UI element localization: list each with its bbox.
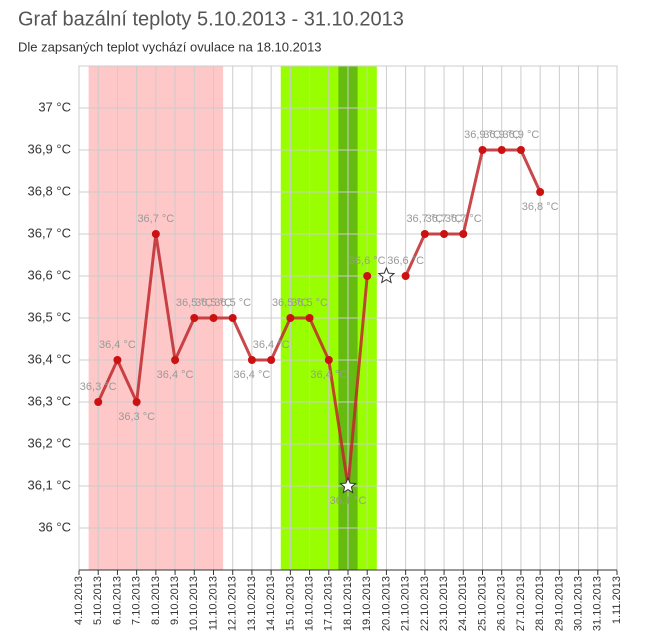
x-tick-label: 9.10.2013: [169, 576, 181, 625]
chart-title: Graf bazální teploty 5.10.2013 - 31.10.2…: [18, 8, 404, 30]
x-tick-label: 18.10.2013: [342, 576, 354, 631]
data-label: 36,1 °C: [330, 495, 367, 507]
chart-subtitle: Dle zapsaných teplot vychází ovulace na …: [18, 39, 322, 54]
x-tick-label: 28.10.2013: [534, 576, 546, 631]
x-tick-label: 21.10.2013: [400, 576, 412, 631]
data-point: [305, 314, 314, 322]
y-tick-label: 36,7 °C: [27, 225, 71, 240]
ovulation-star: [339, 476, 357, 494]
x-tick-label: 7.10.2013: [131, 576, 143, 625]
data-label: 36,5 °C: [272, 297, 309, 309]
x-tick-label: 8.10.2013: [150, 576, 162, 625]
data-label: 36,3 °C: [118, 411, 155, 423]
x-tick-label: 12.10.2013: [227, 576, 239, 631]
y-tick-label: 36,2 °C: [27, 435, 71, 450]
data-point: [113, 356, 122, 364]
data-label: 36,4 °C: [99, 339, 136, 351]
y-tick-label: 36 °C: [38, 519, 71, 534]
y-tick-label: 37 °C: [38, 99, 71, 114]
x-tick-label: 5.10.2013: [92, 576, 104, 625]
x-tick-label: 17.10.2013: [323, 576, 335, 631]
y-tick-label: 36,8 °C: [27, 183, 71, 198]
data-point: [209, 314, 218, 322]
x-tick-label: 29.10.2013: [553, 576, 565, 631]
data-label: 36,5 °C: [291, 297, 328, 309]
x-tick-label: 10.10.2013: [188, 576, 200, 631]
x-tick-label: 11.10.2013: [207, 576, 219, 630]
data-point: [267, 356, 276, 364]
data-label: 36,4 °C: [234, 369, 271, 381]
data-label: 36,7 °C: [406, 213, 443, 225]
x-tick-label: 14.10.2013: [265, 576, 277, 631]
data-point: [132, 398, 141, 406]
data-point: [478, 146, 487, 154]
data-label: 36,7 °C: [426, 213, 463, 225]
data-point: [94, 398, 103, 406]
data-point: [363, 272, 372, 280]
data-point: [247, 356, 256, 364]
x-tick-label: 24.10.2013: [457, 576, 469, 631]
data-point: [190, 314, 199, 322]
data-label: 36,4 °C: [253, 339, 290, 351]
x-tick-label: 30.10.2013: [572, 576, 584, 631]
data-point: [324, 356, 333, 364]
data-label: 36,5 °C: [195, 297, 232, 309]
data-label: 36,3 °C: [80, 381, 117, 393]
data-label: 36,8 °C: [522, 201, 559, 213]
data-point: [171, 356, 180, 364]
data-label: 36,5 °C: [214, 297, 251, 309]
x-tick-label: 20.10.2013: [380, 576, 392, 631]
x-tick-label: 13.10.2013: [246, 576, 258, 631]
x-tick-label: 31.10.2013: [592, 576, 604, 631]
data-label: 36,5 °C: [176, 297, 213, 309]
data-point: [516, 146, 525, 154]
data-label: 36,4 °C: [157, 369, 194, 381]
y-tick-label: 36,4 °C: [27, 351, 71, 366]
data-label: 36,7 °C: [137, 213, 174, 225]
x-tick-label: 23.10.2013: [438, 576, 450, 631]
data-label: 36,6 °C: [387, 255, 424, 267]
x-tick-label: 22.10.2013: [419, 576, 431, 631]
y-tick-label: 36,5 °C: [27, 309, 71, 324]
data-point: [228, 314, 237, 322]
data-point: [536, 188, 545, 196]
x-tick-label: 25.10.2013: [476, 576, 488, 631]
data-point: [401, 272, 410, 280]
x-tick-label: 27.10.2013: [515, 576, 527, 631]
x-tick-label: 4.10.2013: [73, 576, 85, 625]
data-label: 36,4 °C: [310, 369, 347, 381]
data-point: [420, 230, 429, 238]
x-tick-label: 26.10.2013: [496, 576, 508, 631]
x-tick-label: 19.10.2013: [361, 576, 373, 631]
x-tick-label: 16.10.2013: [303, 576, 315, 631]
data-point: [440, 230, 449, 238]
y-tick-label: 36,1 °C: [27, 477, 71, 492]
data-label: 36,9 °C: [503, 129, 540, 141]
data-point: [286, 314, 295, 322]
x-tick-label: 15.10.2013: [284, 576, 296, 631]
data-label: 36,9 °C: [483, 129, 520, 141]
y-tick-label: 36,3 °C: [27, 393, 71, 408]
data-point: [497, 146, 506, 154]
data-point: [151, 230, 160, 238]
data-label: 36,6 °C: [349, 255, 386, 267]
y-tick-label: 36,9 °C: [27, 141, 71, 156]
data-label: 36,9 °C: [464, 129, 501, 141]
data-point: [459, 230, 468, 238]
ovulation-star: [377, 266, 396, 284]
x-tick-label: 1.11.2013: [611, 576, 623, 624]
y-tick-label: 36,6 °C: [27, 267, 71, 282]
x-tick-label: 6.10.2013: [111, 576, 123, 625]
data-label: 36,7 °C: [445, 213, 482, 225]
